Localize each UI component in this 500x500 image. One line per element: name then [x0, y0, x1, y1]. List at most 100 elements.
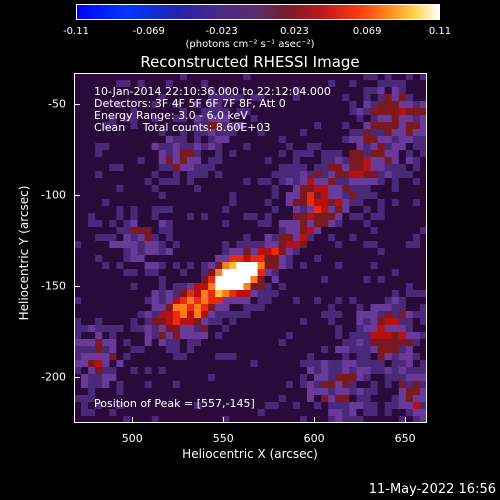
heatmap-cell [391, 185, 400, 193]
heatmap-cell [179, 171, 188, 179]
heatmap-cell [243, 248, 251, 256]
heatmap-cell [165, 381, 174, 389]
heatmap-cell [165, 185, 174, 193]
heatmap-cell [292, 367, 301, 375]
heatmap-cell [398, 150, 407, 158]
heatmap-cell [208, 283, 216, 291]
heatmap-cell [271, 171, 280, 179]
heatmap-cell [363, 395, 371, 403]
heatmap-cell [144, 255, 153, 263]
peak-position-text: Position of Peak = [557,-145] [94, 397, 255, 410]
heatmap-cell [306, 157, 315, 165]
heatmap-cell [370, 304, 378, 312]
heatmap-cell [165, 332, 174, 340]
heatmap-cell [158, 353, 167, 361]
heatmap-cell [179, 73, 188, 81]
heatmap-cell [194, 185, 202, 193]
heatmap-cell [116, 283, 124, 291]
heatmap-cell [243, 311, 251, 319]
heatmap-cell [123, 416, 131, 423]
heatmap-cell [243, 206, 251, 214]
heatmap-cell [123, 87, 131, 95]
heatmap-cell [419, 185, 427, 193]
heatmap-cell [102, 346, 110, 354]
heatmap-cell [144, 325, 153, 333]
heatmap-cell [285, 318, 294, 326]
heatmap-cell [391, 115, 400, 123]
heatmap-cell [328, 171, 336, 179]
heatmap-cell [391, 262, 400, 270]
heatmap-cell [74, 311, 82, 319]
heatmap-cell [250, 122, 258, 130]
heatmap-cell [398, 192, 407, 200]
heatmap-cell [137, 143, 145, 151]
heatmap-cell [236, 213, 244, 221]
heatmap-cell [299, 304, 308, 312]
heatmap-cell [391, 325, 400, 333]
heatmap-cell [194, 353, 202, 361]
heatmap-cell [363, 73, 371, 81]
heatmap-cell [335, 255, 343, 263]
heatmap-cell [165, 416, 174, 423]
heatmap-cell [356, 255, 364, 263]
heatmap-cell [257, 185, 266, 193]
heatmap-cell [335, 388, 343, 396]
heatmap-cell [137, 220, 145, 228]
heatmap-cell [299, 94, 308, 102]
heatmap-cell [243, 171, 251, 179]
heatmap-cell [299, 381, 308, 389]
heatmap-cell [179, 255, 188, 263]
heatmap-cell [285, 332, 294, 340]
heatmap-cell [109, 388, 117, 396]
heatmap-cell [285, 290, 294, 298]
heatmap-cell [285, 199, 294, 207]
heatmap-cell [172, 115, 181, 123]
heatmap-cell [179, 136, 188, 144]
heatmap-cell [384, 80, 393, 88]
heatmap-cell [179, 290, 188, 298]
heatmap-cell [299, 318, 308, 326]
heatmap-cell [342, 360, 350, 368]
heatmap-cell [229, 171, 237, 179]
heatmap-cell [391, 87, 400, 95]
heatmap-cell [222, 73, 230, 81]
heatmap-cell [88, 283, 96, 291]
heatmap-cell [370, 255, 378, 263]
heatmap-cell [328, 143, 336, 151]
heatmap-cell [208, 206, 216, 214]
heatmap-cell [384, 332, 393, 340]
heatmap-cell [144, 164, 153, 172]
heatmap-cell [201, 409, 209, 417]
heatmap-cell [356, 332, 364, 340]
heatmap-cell [398, 87, 407, 95]
heatmap-cell [335, 311, 343, 319]
heatmap-cell [201, 269, 209, 277]
heatmap-cell [158, 262, 167, 270]
heatmap-cell [412, 360, 421, 368]
heatmap-cell [299, 220, 308, 228]
heatmap-cell [88, 339, 96, 347]
heatmap-cell [243, 290, 251, 298]
heatmap-cell [384, 395, 393, 403]
heatmap-cell [292, 318, 301, 326]
heatmap-cell [370, 276, 378, 284]
heatmap-cell [299, 388, 308, 396]
heatmap-cell [335, 143, 343, 151]
heatmap-cell [186, 192, 195, 200]
heatmap-cell [419, 206, 427, 214]
heatmap-cell [201, 101, 209, 109]
heatmap-cell [356, 73, 364, 81]
heatmap-cell [109, 409, 117, 417]
heatmap-cell [165, 318, 174, 326]
heatmap-cell [292, 283, 301, 291]
heatmap-cell [363, 227, 371, 235]
heatmap-cell [306, 199, 315, 207]
heatmap-cell [405, 101, 414, 109]
heatmap-cell [335, 129, 343, 137]
heatmap-cell [137, 150, 145, 158]
heatmap-cell [243, 164, 251, 172]
y-tick-label: -100 [41, 188, 66, 202]
heatmap-cell [130, 353, 138, 361]
heatmap-cell [377, 374, 386, 382]
heatmap-cell [95, 346, 103, 354]
